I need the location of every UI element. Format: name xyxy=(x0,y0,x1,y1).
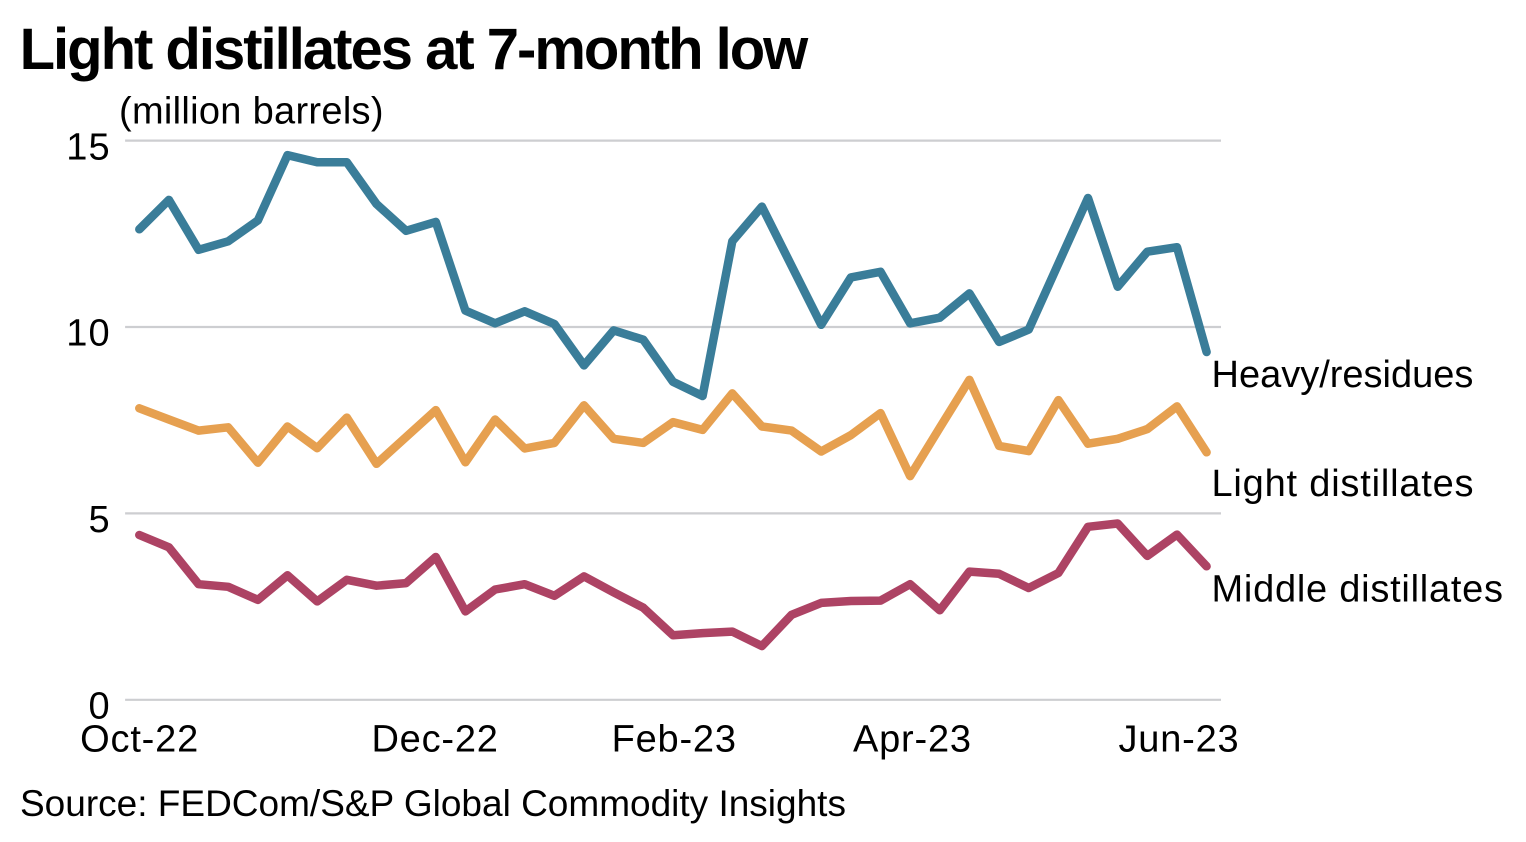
svg-text:Source: FEDCom/S&P Global Comm: Source: FEDCom/S&P Global Commodity Insi… xyxy=(20,783,846,824)
svg-text:Dec-22: Dec-22 xyxy=(371,718,498,760)
svg-text:Light distillates: Light distillates xyxy=(1212,463,1475,505)
svg-text:10: 10 xyxy=(66,313,111,355)
svg-text:5: 5 xyxy=(89,499,111,541)
svg-text:Oct-22: Oct-22 xyxy=(80,718,199,760)
svg-text:(million barrels): (million barrels) xyxy=(119,91,384,133)
svg-text:Apr-23: Apr-23 xyxy=(853,718,972,760)
svg-text:Jun-23: Jun-23 xyxy=(1119,718,1240,760)
svg-text:Light distillates at 7-month l: Light distillates at 7-month low xyxy=(20,17,810,82)
svg-text:Middle distillates: Middle distillates xyxy=(1212,569,1504,611)
svg-text:0: 0 xyxy=(89,686,111,728)
svg-text:Feb-23: Feb-23 xyxy=(612,718,737,760)
svg-text:Heavy/residues: Heavy/residues xyxy=(1212,354,1474,396)
svg-text:15: 15 xyxy=(66,126,111,168)
